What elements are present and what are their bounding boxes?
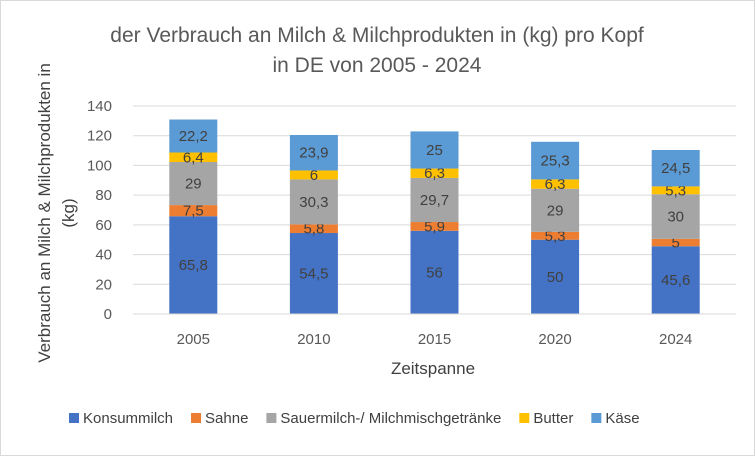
legend-label: Butter xyxy=(533,410,573,427)
data-label: 29 xyxy=(547,202,564,219)
data-label: 65,8 xyxy=(179,257,208,274)
bar-segment xyxy=(289,233,338,314)
y-axis-ticks: 0 20 40 60 80 100 120 140 xyxy=(87,98,112,323)
data-label: 5,8 xyxy=(303,221,324,238)
legend-swatch xyxy=(591,413,602,423)
data-label: 22,2 xyxy=(179,128,208,145)
data-label: 6,3 xyxy=(545,176,566,193)
legend-label: Konsummilch xyxy=(83,410,173,427)
data-label: 5,3 xyxy=(545,228,566,245)
y-axis-title-line1: Verbrauch an Milch & Milchprodukten in xyxy=(35,63,54,363)
y-tick-label: 0 xyxy=(104,306,112,323)
data-label: 30,3 xyxy=(299,194,328,211)
bar-segment xyxy=(651,238,700,247)
bar-segment xyxy=(531,188,580,232)
x-tick-label: 2020 xyxy=(538,331,571,348)
data-label: 6,3 xyxy=(424,165,445,182)
legend-label: Sauermilch-/ Milchmischgetränke xyxy=(280,410,501,427)
data-label: 5,9 xyxy=(424,218,445,235)
bar-segment xyxy=(410,131,459,169)
legend-swatch xyxy=(519,413,530,423)
bar-segment xyxy=(289,179,338,225)
y-tick-label: 140 xyxy=(87,98,112,115)
data-label: 24,5 xyxy=(661,160,690,177)
bar-segment xyxy=(169,162,218,206)
x-axis-ticks: 2005 2010 2015 2020 2024 xyxy=(177,331,693,348)
data-label: 29,7 xyxy=(420,192,449,209)
y-tick-label: 120 xyxy=(87,128,112,145)
bar-segment xyxy=(410,230,459,314)
bar-segment xyxy=(289,134,338,171)
legend-label: Sahne xyxy=(205,410,248,427)
x-tick-label: 2010 xyxy=(297,331,330,348)
data-label: 25,3 xyxy=(540,153,569,170)
data-label: 25 xyxy=(426,142,443,159)
bar-segment xyxy=(289,224,338,234)
bar-segment xyxy=(531,179,580,189)
bars: 65,8 7,5 29 6,4 22,2 54,5 5,8 30,3 6 23,9 56 5,9 29,… xyxy=(169,119,700,314)
legend-swatch xyxy=(266,413,277,423)
data-label: 56 xyxy=(426,264,443,281)
y-tick-label: 40 xyxy=(95,247,112,264)
y-tick-label: 80 xyxy=(95,187,112,204)
data-label: 45,6 xyxy=(661,272,690,289)
data-label: 50 xyxy=(547,269,564,286)
x-tick-label: 2024 xyxy=(659,331,692,348)
bar-segment xyxy=(531,231,580,240)
bar-segment xyxy=(169,216,218,314)
data-label: 29 xyxy=(185,176,202,193)
data-label: 6 xyxy=(310,167,318,184)
y-axis-title: Verbrauch an Milch & Milchprodukten in (… xyxy=(35,63,78,363)
y-tick-label: 60 xyxy=(95,217,112,234)
data-label: 5,3 xyxy=(665,182,686,199)
y-tick-label: 100 xyxy=(87,157,112,174)
bar-segment xyxy=(169,119,218,153)
data-label: 7,5 xyxy=(183,203,204,220)
bar-segment xyxy=(410,168,459,178)
data-label: 5 xyxy=(672,235,680,252)
x-axis-title: Zeitspanne xyxy=(391,359,475,378)
legend-label: Käse xyxy=(605,410,639,427)
y-tick-label: 20 xyxy=(95,276,112,293)
bar-segment xyxy=(651,186,700,195)
bar-segment xyxy=(410,177,459,223)
bar-segment xyxy=(289,170,338,180)
bar-segment xyxy=(651,194,700,239)
bar-segment xyxy=(169,205,218,217)
data-label: 30 xyxy=(667,209,684,226)
data-label: 54,5 xyxy=(299,266,328,283)
bar-segment xyxy=(531,141,580,180)
legend-swatch xyxy=(69,413,79,423)
legend-swatch xyxy=(191,413,202,423)
bar-segment xyxy=(651,149,700,187)
y-axis-title-line2: (kg) xyxy=(59,198,78,227)
data-label: 23,9 xyxy=(299,145,328,162)
bar-segment xyxy=(651,246,700,314)
bar-segment xyxy=(410,222,459,231)
x-tick-label: 2005 xyxy=(177,331,210,348)
chart-title-line1: der Verbrauch an Milch & Milchprodukten … xyxy=(110,24,644,47)
chart-title-line2: in DE von 2005 - 2024 xyxy=(273,54,482,77)
legend: Konsummilch Sahne Sauermilch-/ Milchmischg… xyxy=(69,410,640,427)
bar-segment xyxy=(531,239,580,314)
data-label: 6,4 xyxy=(183,149,204,166)
bar-segment xyxy=(169,152,218,163)
x-tick-label: 2015 xyxy=(418,331,451,348)
